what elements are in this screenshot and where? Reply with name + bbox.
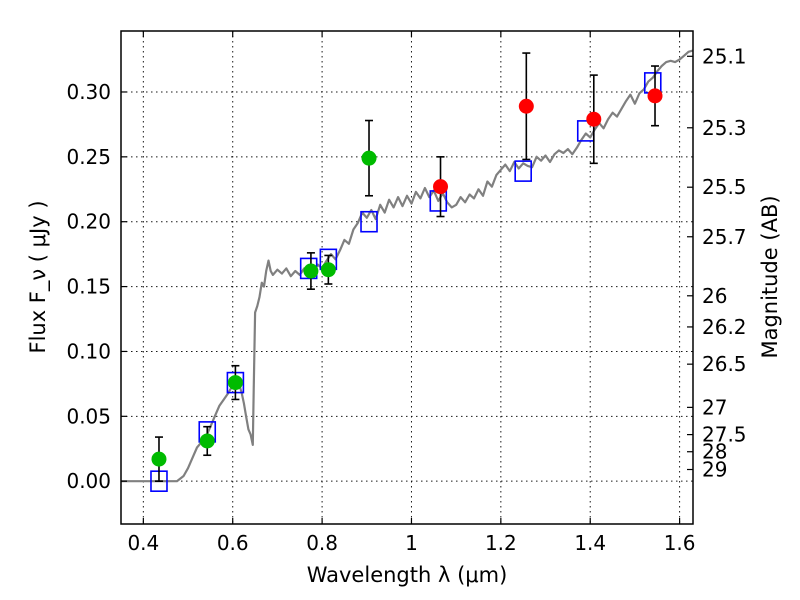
optical-data-point — [151, 451, 167, 467]
data-points-layer — [150, 52, 663, 492]
y-tick-label: 0.05 — [66, 404, 111, 428]
magnitude-tick-label: 27 — [702, 395, 727, 419]
x-tick-label: 0.8 — [306, 531, 338, 555]
magnitude-tick-label: 26 — [702, 284, 727, 308]
y-tick-label: 0.15 — [66, 275, 111, 299]
x-tick-label: 0.4 — [127, 531, 159, 555]
y-tick-label: 0.20 — [66, 210, 111, 234]
optical-data-point — [320, 262, 336, 278]
magnitude-tick-label: 28 — [702, 440, 727, 464]
plot-frame — [120, 30, 694, 525]
x-tick-label: 0.6 — [217, 531, 249, 555]
axis-ticks — [121, 31, 693, 524]
model-spectrum-line — [121, 49, 694, 483]
y-tick-label: 0.30 — [66, 80, 111, 104]
magnitude-tick-label: 26.2 — [702, 315, 747, 339]
optical-data-point — [303, 263, 319, 279]
x-tick-label: 1.2 — [485, 531, 517, 555]
nir-data-point — [433, 179, 449, 195]
y-tick-label: 0.25 — [66, 145, 111, 169]
x-axis-label: Wavelength λ (μm) — [307, 563, 508, 587]
magnitude-axis-label: Magnitude (AB) — [758, 195, 782, 358]
y-tick-label: 0.00 — [66, 469, 111, 493]
x-tick-label: 1.4 — [574, 531, 606, 555]
magnitude-tick-label: 25.5 — [702, 175, 747, 199]
y-tick-labels: 0.00 0.05 0.10 0.15 0.20 0.25 0.30 — [66, 80, 111, 493]
x-tick-labels: 0.4 0.6 0.8 1 1.2 1.4 1.6 — [127, 531, 695, 555]
x-tick-label: 1.6 — [664, 531, 696, 555]
optical-data-point — [199, 433, 215, 449]
magnitude-tick-label: 25.7 — [702, 225, 747, 249]
y-tick-label: 0.10 — [66, 339, 111, 363]
model-bandpass-square — [514, 160, 532, 182]
grid-lines — [121, 31, 693, 524]
magnitude-tick-label: 25.1 — [702, 44, 747, 68]
nir-data-point — [647, 88, 663, 104]
nir-data-point — [586, 111, 602, 127]
y-axis-label: Flux F_ν ( μJy ) — [26, 200, 51, 353]
model-spectrum-layer — [121, 49, 694, 483]
magnitude-tick-label: 29 — [702, 458, 727, 482]
magnitude-tick-label: 27.5 — [702, 423, 747, 447]
optical-data-point — [361, 150, 377, 166]
magnitude-tick-label: 26.5 — [702, 352, 747, 376]
model-bandpass-square — [360, 210, 378, 233]
optical-data-point — [227, 375, 243, 391]
nir-data-point — [518, 98, 534, 114]
magnitude-tick-label: 25.3 — [702, 116, 747, 140]
x-tick-label: 1 — [405, 531, 418, 555]
